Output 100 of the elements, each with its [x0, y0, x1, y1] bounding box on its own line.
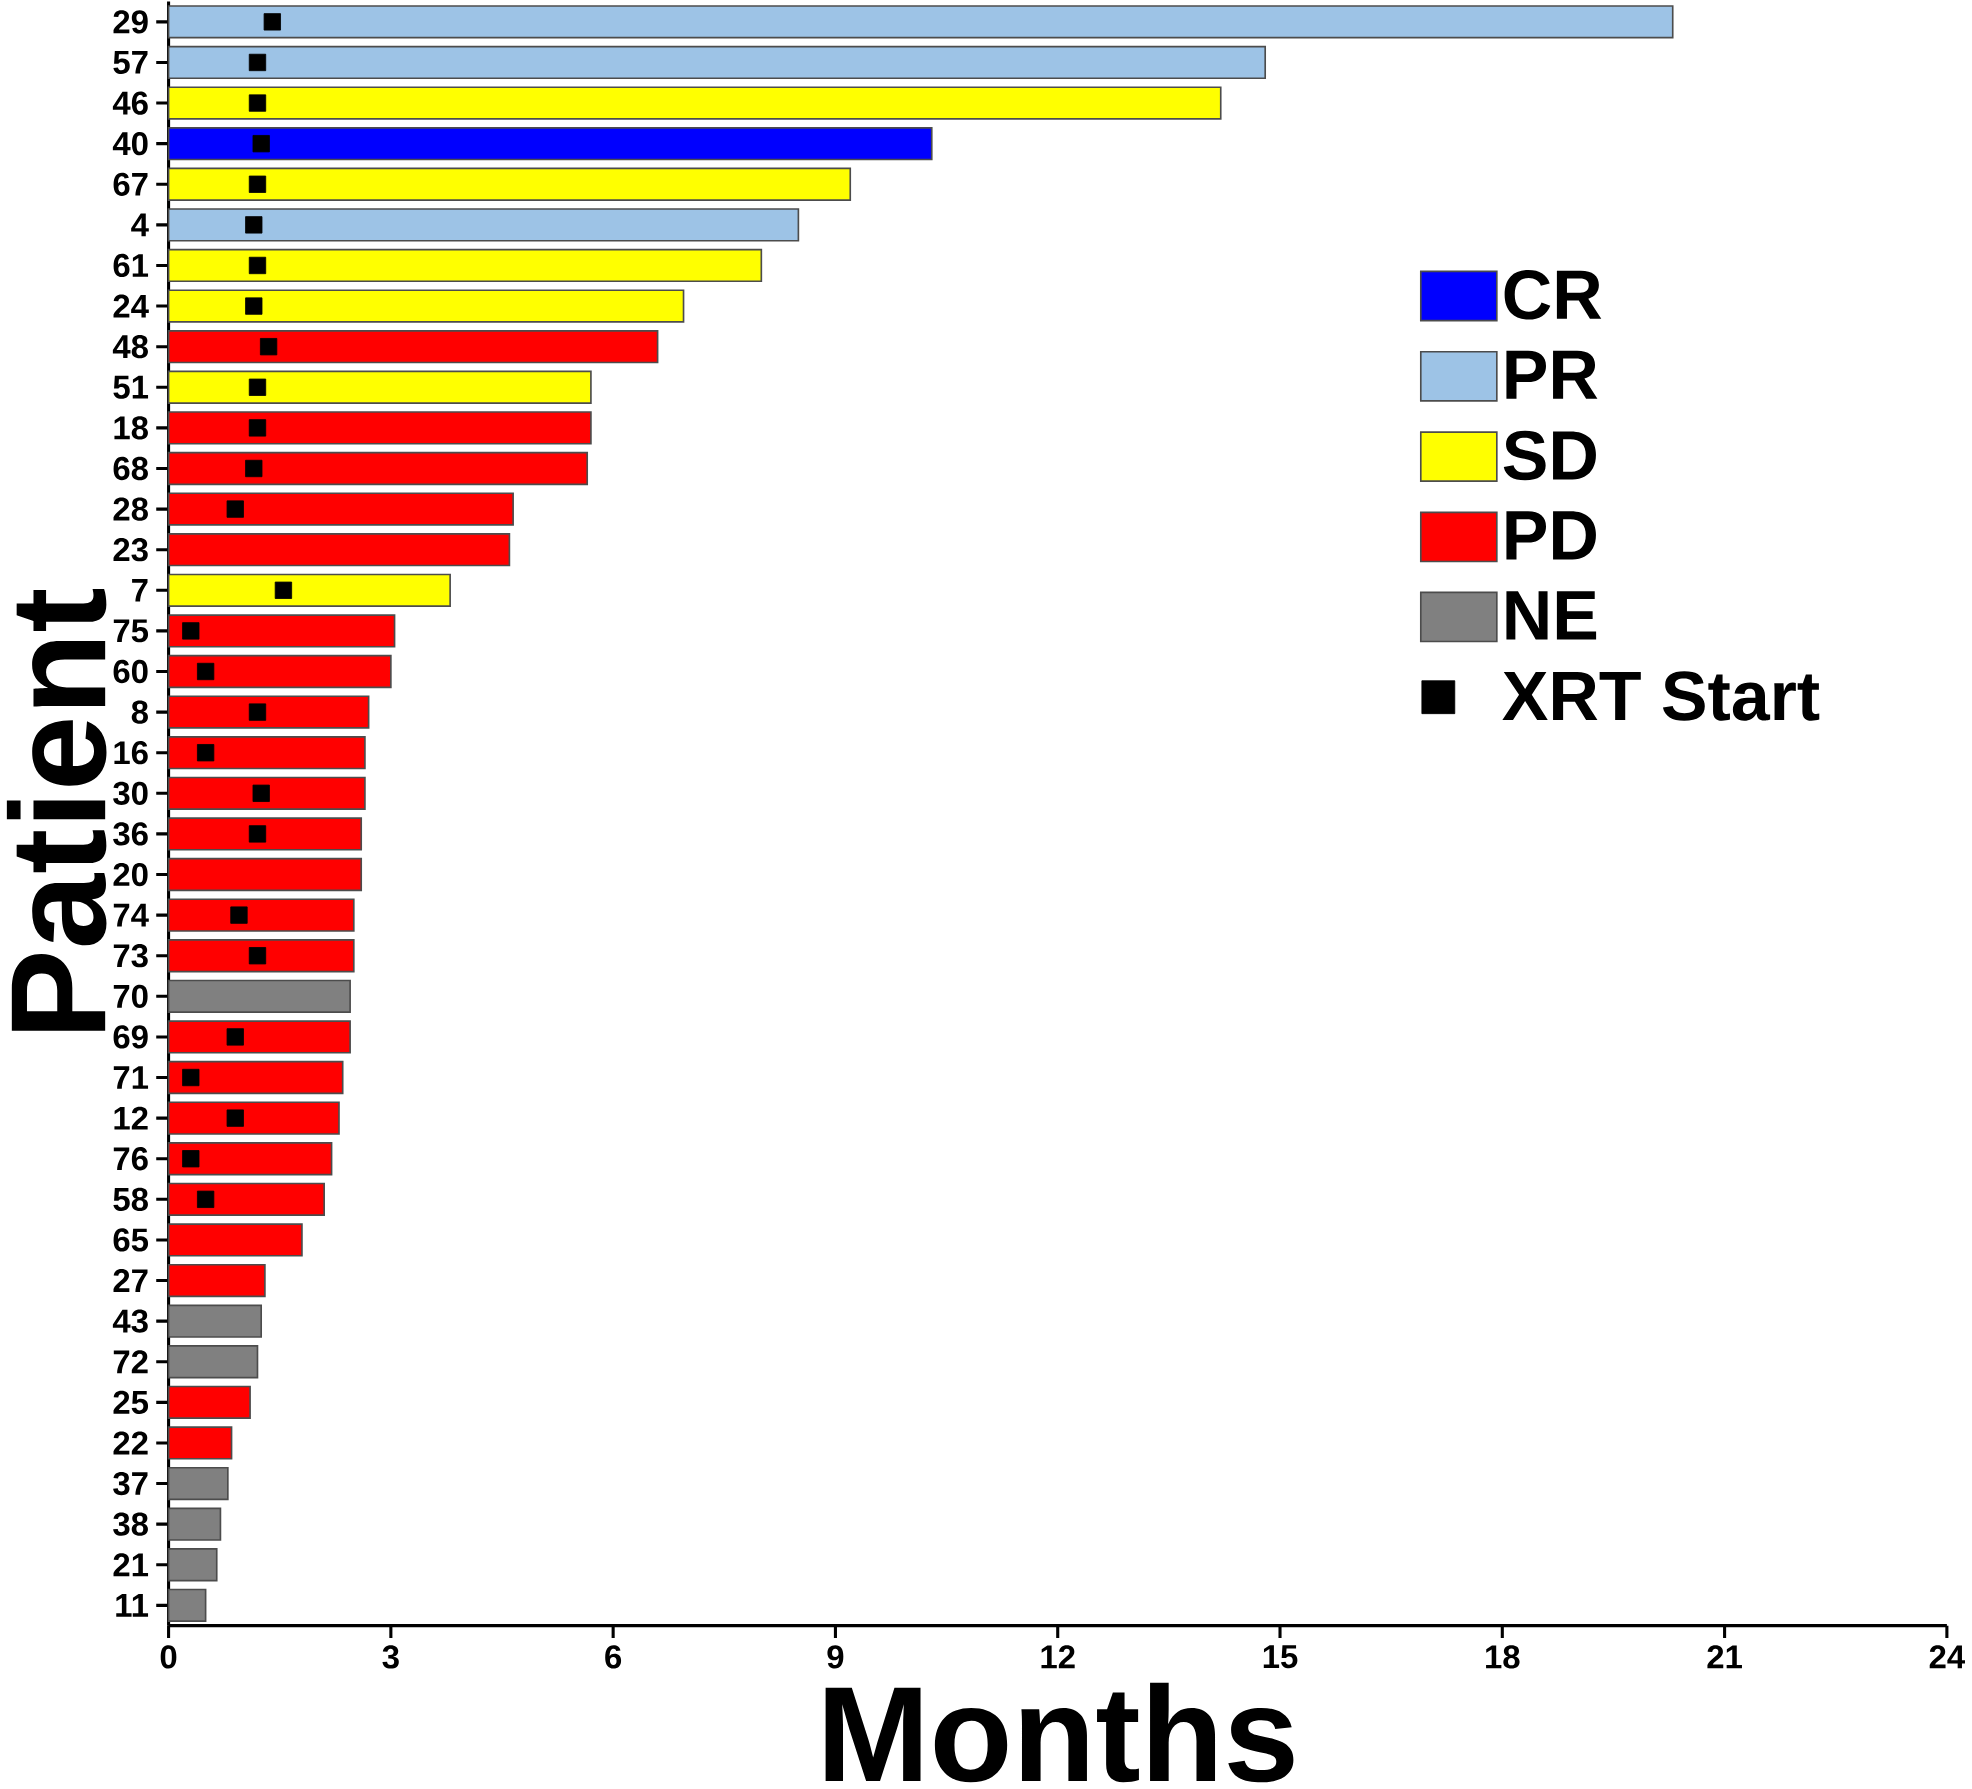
- point: [248, 946, 267, 965]
- legend-label: XRT Start: [1502, 671, 1820, 721]
- y-tick-label: 71: [113, 1066, 149, 1089]
- y-tick-label: 48: [112, 334, 148, 359]
- point: [248, 378, 267, 396]
- bar: [167, 654, 392, 689]
- y-axis-title: Patient: [6, 588, 107, 1031]
- bar: [167, 1344, 259, 1379]
- bar: [167, 938, 355, 973]
- bar: [167, 1020, 351, 1054]
- y-tick-label: 28: [113, 497, 148, 521]
- y-tick-label: 11: [116, 1593, 149, 1617]
- point: [252, 784, 270, 802]
- y-tick-label: 8: [131, 700, 148, 724]
- bar: [167, 1385, 251, 1419]
- y-tick-label: 67: [113, 172, 148, 196]
- bar: [167, 573, 451, 607]
- point: [245, 297, 263, 315]
- point: [248, 703, 267, 721]
- y-tick-label: 72: [113, 1350, 148, 1374]
- point: [248, 53, 267, 71]
- bar: [167, 1588, 207, 1622]
- y-tick-label: 75: [113, 619, 149, 643]
- bar: [167, 248, 763, 283]
- legend-label: SD: [1503, 430, 1596, 481]
- y-tick-label: 23: [113, 537, 148, 562]
- y-tick-label: 16: [114, 740, 148, 765]
- point: [230, 906, 248, 924]
- y-tick-label: 22: [113, 1431, 148, 1455]
- y-tick-label: 37: [113, 1471, 148, 1496]
- bar: [167, 1548, 218, 1582]
- bar: [167, 695, 370, 729]
- bar: [167, 1507, 222, 1541]
- bar: [167, 979, 351, 1013]
- y-tick-label: 4: [131, 213, 149, 237]
- bar: [167, 167, 852, 201]
- point: [248, 256, 267, 275]
- y-tick-label: 76: [113, 1147, 148, 1171]
- bar: [167, 1263, 266, 1298]
- y-tick-label: 29: [113, 10, 148, 34]
- bar: [167, 411, 592, 445]
- bar: [167, 857, 363, 892]
- x-tick-label: 24: [1929, 1645, 1965, 1669]
- y-tick-label: 74: [113, 903, 149, 927]
- y-tick-label: 21: [113, 1553, 149, 1577]
- point: [248, 419, 267, 437]
- bar: [167, 1141, 333, 1176]
- point: [196, 1190, 215, 1208]
- bar: [167, 1182, 325, 1216]
- y-tick-label: 12: [114, 1106, 148, 1130]
- bar: [167, 208, 800, 242]
- bar: [167, 1426, 233, 1460]
- bar: [167, 1223, 303, 1257]
- y-tick-label: 38: [113, 1512, 148, 1536]
- bar: [167, 776, 366, 810]
- y-tick-label: 27: [113, 1268, 148, 1292]
- bar: [167, 817, 363, 851]
- bar: [167, 451, 589, 486]
- y-tick-label: 18: [114, 416, 148, 440]
- bar: [167, 86, 1222, 120]
- bar: [167, 1060, 344, 1095]
- y-tick-label: 58: [113, 1187, 148, 1211]
- x-tick-label: 21: [1707, 1645, 1742, 1669]
- y-tick-label: 25: [113, 1390, 149, 1414]
- y-tick-label: 24: [113, 294, 149, 318]
- y-tick-label: 68: [113, 456, 148, 481]
- y-tick-label: 65: [113, 1228, 149, 1252]
- y-tick-label: 20: [113, 862, 148, 887]
- point: [182, 622, 200, 640]
- point: [196, 662, 215, 681]
- x-axis-title: Months: [825, 1682, 1294, 1783]
- legend-label: NE: [1506, 591, 1597, 640]
- point: [259, 337, 278, 356]
- bar: [167, 532, 511, 567]
- bar: [167, 614, 396, 648]
- y-tick-label: 7: [132, 578, 148, 602]
- y-tick-label: 36: [113, 822, 148, 846]
- bar: [167, 370, 592, 404]
- x-tick-label: 6: [605, 1645, 622, 1669]
- point: [226, 1028, 244, 1046]
- bar: [167, 492, 514, 526]
- y-tick-label: 70: [113, 984, 148, 1008]
- point: [226, 1109, 244, 1127]
- x-tick-label: 9: [827, 1645, 844, 1669]
- legend-label: PD: [1506, 511, 1596, 560]
- bar: [167, 5, 1674, 39]
- y-tick-label: 30: [113, 781, 148, 805]
- y-tick-label: 57: [113, 50, 148, 74]
- point: [182, 1150, 200, 1168]
- point: [182, 1068, 200, 1087]
- y-tick-label: 61: [113, 253, 149, 278]
- legend-label: CR: [1504, 269, 1602, 320]
- point: [245, 216, 263, 234]
- point: [245, 459, 263, 478]
- point: [248, 94, 267, 112]
- x-tick-label: 3: [382, 1645, 399, 1669]
- y-tick-label: 73: [113, 943, 148, 968]
- x-tick-label: 18: [1486, 1645, 1520, 1669]
- y-tick-label: 69: [113, 1025, 148, 1049]
- bar: [167, 289, 685, 323]
